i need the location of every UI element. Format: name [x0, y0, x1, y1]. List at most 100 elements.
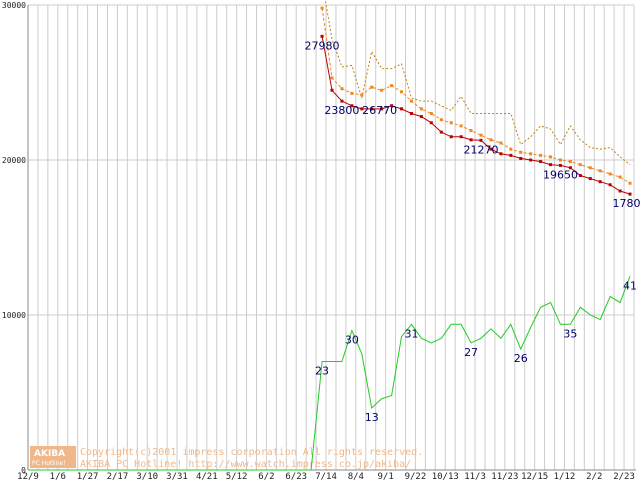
x-tick-label: 7/14: [315, 472, 337, 480]
x-tick-label: 3/10: [136, 472, 158, 480]
akiba-logo-text: AKIBA: [34, 449, 65, 459]
data-point-min-price: [469, 138, 473, 142]
site-url-line: AKIBA PC Hotline! http://www.watch.impre…: [80, 459, 411, 470]
data-point-min-price: [558, 163, 562, 167]
data-point-average-price: [469, 129, 473, 133]
grid-layer: [27, 4, 635, 471]
series-layer: [28, 0, 632, 471]
akiba-logo-box: [30, 446, 76, 468]
data-point-min-price: [568, 166, 572, 170]
y-tick-label: 10000: [2, 311, 26, 320]
data-point-average-price: [509, 147, 513, 151]
point-value-label: 35: [563, 327, 577, 340]
data-point-min-price: [549, 163, 553, 167]
data-point-min-price: [489, 147, 493, 151]
data-point-min-price: [340, 99, 344, 103]
data-point-min-price: [588, 177, 592, 181]
x-tick-label: 12/15: [521, 472, 548, 480]
data-point-min-price: [519, 156, 523, 160]
point-value-label: 41: [623, 279, 637, 292]
x-tick-label: 2/17: [107, 472, 129, 480]
point-value-label: 21270: [464, 143, 499, 156]
data-point-average-price: [380, 88, 384, 92]
x-tick-label: 8/4: [348, 472, 364, 480]
data-point-min-price: [380, 107, 384, 111]
x-tick-label: 6/23: [285, 472, 307, 480]
data-point-min-price: [449, 135, 453, 139]
point-value-label: 13: [365, 411, 379, 424]
y-tick-label: 30000: [2, 1, 26, 10]
data-point-min-price: [578, 174, 582, 177]
x-tick-label: 3/31: [166, 472, 188, 480]
data-point-min-price: [350, 104, 354, 108]
data-point-min-price: [390, 104, 394, 108]
y-tick-label: 20000: [2, 156, 26, 165]
point-value-label: 19650: [543, 168, 578, 181]
data-point-min-price: [598, 180, 602, 184]
data-point-average-price: [439, 118, 443, 122]
data-point-average-price: [588, 166, 592, 170]
data-point-min-price: [409, 112, 413, 115]
point-value-label: 27980: [305, 39, 340, 52]
x-tick-label: 5/12: [226, 472, 248, 480]
data-point-min-price: [499, 152, 503, 156]
data-point-average-price: [330, 76, 334, 80]
series-line-min-price: [321, 36, 631, 195]
x-tick-label: 9/1: [378, 472, 394, 480]
data-point-min-price: [419, 115, 423, 119]
data-point-min-price: [539, 160, 543, 164]
data-point-average-price: [558, 158, 562, 162]
data-point-average-price: [628, 181, 632, 185]
data-point-average-price: [529, 152, 533, 156]
data-point-average-price: [429, 112, 433, 115]
x-tick-label: 6/2: [258, 472, 274, 480]
x-tick-label: 1/27: [77, 472, 99, 480]
data-point-average-price: [539, 153, 543, 157]
point-value-label: 23: [315, 365, 329, 378]
data-point-min-price: [479, 138, 483, 142]
x-tick-label: 4/21: [196, 472, 218, 480]
copyright-watermark: AKIBA PC Hotline! Copyright(c)2001 impre…: [30, 446, 423, 470]
data-point-average-price: [390, 84, 394, 88]
data-point-average-price: [409, 99, 413, 103]
data-point-average-price: [519, 150, 523, 154]
data-point-average-price: [598, 169, 602, 173]
x-tick-label: 2/2: [586, 472, 602, 480]
x-tick-label: 1/6: [50, 472, 66, 480]
series-line-average-price: [321, 8, 631, 184]
x-tick-label: 1/12: [554, 472, 576, 480]
x-tick-label: 2/23: [613, 472, 635, 480]
point-value-label: 23800: [324, 104, 359, 117]
data-point-min-price: [608, 183, 612, 187]
data-point-min-price: [330, 88, 334, 92]
data-point-average-price: [549, 155, 553, 159]
data-point-average-price: [340, 87, 344, 91]
data-point-average-price: [499, 141, 503, 145]
data-point-average-price: [578, 163, 582, 167]
data-point-min-price: [618, 189, 622, 193]
data-point-min-price: [429, 121, 433, 125]
data-point-min-price: [459, 135, 463, 139]
point-value-label: 26770: [362, 104, 397, 117]
data-point-average-price: [459, 124, 463, 128]
data-point-min-price: [400, 107, 404, 111]
data-point-average-price: [618, 175, 622, 179]
data-point-min-price: [529, 158, 533, 162]
data-point-average-price: [419, 107, 423, 111]
data-point-average-price: [449, 121, 453, 125]
x-tick-label: 10/13: [432, 472, 459, 480]
data-point-min-price: [439, 130, 443, 134]
point-value-label: 26: [514, 352, 528, 365]
data-point-min-price: [370, 107, 374, 111]
data-point-average-price: [608, 172, 612, 176]
data-point-average-price: [350, 91, 354, 95]
data-point-average-price: [489, 138, 493, 142]
point-value-label: 27: [464, 346, 478, 359]
data-point-average-price: [400, 90, 404, 94]
data-point-average-price: [320, 6, 324, 10]
data-point-average-price: [479, 133, 483, 137]
x-tick-label: 11/23: [491, 472, 518, 480]
